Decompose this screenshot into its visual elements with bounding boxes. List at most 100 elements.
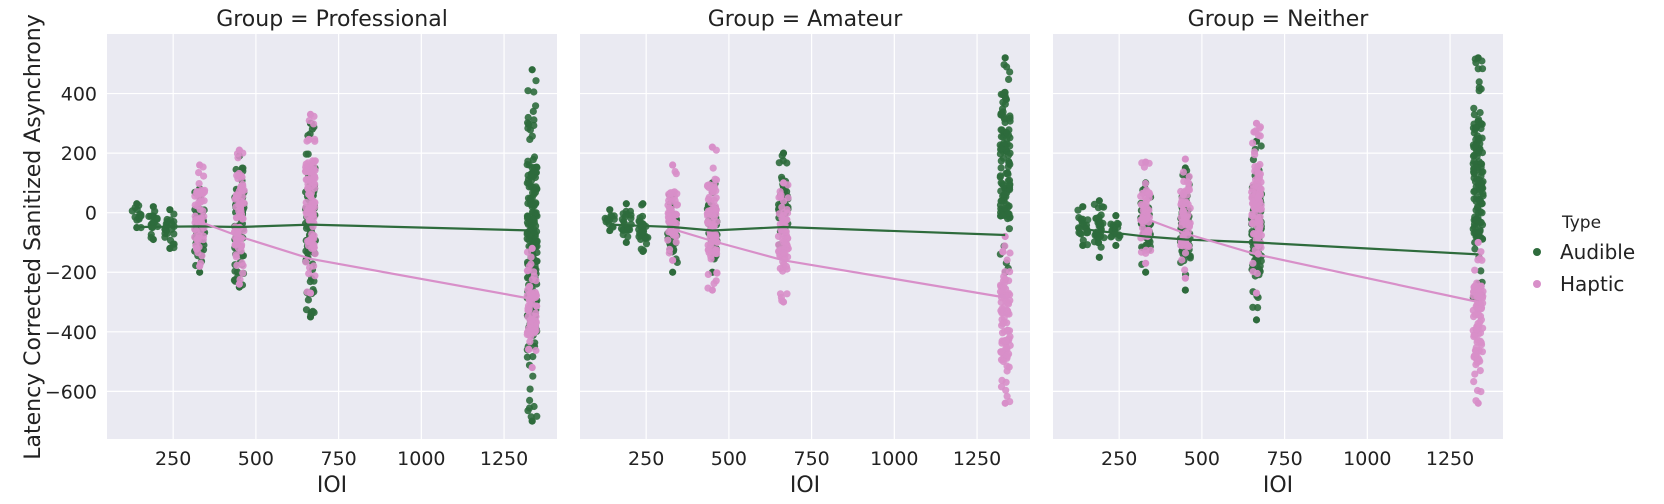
data-point-haptic: [304, 176, 312, 184]
series-haptic: [1137, 119, 1487, 407]
data-point-haptic: [200, 197, 208, 205]
data-point-audible: [530, 88, 538, 96]
data-point-audible: [304, 150, 312, 158]
x-tick-label: 1250: [953, 448, 1001, 470]
data-point-haptic: [1142, 259, 1150, 267]
data-point-audible: [1094, 239, 1103, 247]
data-point-haptic: [1478, 348, 1486, 356]
data-point-audible: [147, 212, 155, 220]
data-point-audible: [532, 102, 540, 110]
data-point-audible: [775, 159, 783, 167]
data-point-haptic: [1469, 292, 1477, 300]
data-point-haptic: [706, 232, 714, 240]
data-point-audible: [639, 247, 647, 255]
y-tick-label: −200: [45, 262, 97, 284]
data-point-audible: [1079, 241, 1087, 250]
data-point-haptic: [776, 188, 784, 196]
data-point-audible: [622, 200, 630, 208]
data-point-haptic: [704, 181, 712, 189]
data-point-haptic: [233, 171, 241, 179]
data-point-audible: [996, 173, 1004, 181]
data-point-haptic: [779, 179, 788, 187]
data-point-audible: [526, 385, 534, 393]
data-point-audible: [523, 212, 532, 220]
data-point-haptic: [1178, 218, 1186, 226]
data-point-audible: [1475, 115, 1483, 124]
y-axis-label: Latency Corrected Sanitized Asynchrony: [21, 14, 46, 460]
data-point-audible: [530, 167, 538, 175]
panel-title: Group = Professional: [216, 7, 448, 32]
data-point-haptic: [311, 198, 319, 207]
legend-title: Type: [1561, 213, 1601, 233]
x-tick-label: 500: [238, 448, 274, 470]
data-point-haptic: [305, 117, 313, 125]
data-point-haptic: [239, 215, 247, 223]
data-point-audible: [306, 278, 314, 286]
data-point-haptic: [671, 168, 679, 176]
data-point-audible: [1143, 241, 1151, 249]
data-point-haptic: [704, 270, 712, 278]
data-point-haptic: [239, 180, 247, 188]
x-tick-label: 250: [1101, 448, 1137, 470]
data-point-haptic: [1142, 246, 1150, 254]
data-point-haptic: [671, 196, 679, 205]
data-point-haptic: [234, 154, 242, 162]
data-point-audible: [996, 150, 1005, 158]
data-point-audible: [527, 173, 535, 181]
data-point-haptic: [1181, 266, 1189, 274]
data-point-audible: [529, 215, 538, 223]
data-point-haptic: [1145, 189, 1153, 197]
data-point-haptic: [232, 251, 240, 259]
data-point-haptic: [664, 201, 672, 209]
data-point-haptic: [997, 348, 1006, 356]
data-point-haptic: [302, 258, 310, 266]
data-point-audible: [1006, 186, 1014, 194]
legend-marker-audible: [1533, 248, 1541, 256]
data-point-audible: [1095, 213, 1103, 221]
data-point-audible: [1093, 232, 1101, 240]
x-tick-label: 1250: [480, 448, 528, 470]
data-point-haptic: [1254, 194, 1262, 202]
panel-title: Group = Amateur: [708, 7, 903, 32]
data-point-audible: [1094, 219, 1102, 227]
data-point-audible: [610, 212, 618, 220]
x-tick-label: 250: [155, 448, 191, 470]
data-point-audible: [783, 188, 791, 196]
data-point-haptic: [1248, 210, 1256, 218]
data-point-haptic: [1249, 220, 1257, 228]
data-point-haptic: [1144, 226, 1152, 234]
data-point-audible: [1470, 111, 1478, 119]
data-point-haptic: [1181, 249, 1190, 257]
data-point-audible: [302, 306, 311, 314]
data-point-haptic: [1253, 213, 1262, 221]
data-point-haptic: [1257, 185, 1265, 193]
data-point-audible: [639, 200, 647, 208]
data-point-haptic: [1183, 191, 1191, 199]
data-point-haptic: [525, 262, 533, 270]
data-point-haptic: [710, 185, 718, 193]
data-point-haptic: [311, 250, 319, 258]
data-point-haptic: [1004, 326, 1012, 334]
data-point-audible: [529, 353, 537, 361]
data-point-audible: [1470, 157, 1478, 165]
data-point-audible: [1005, 225, 1014, 233]
data-point-haptic: [192, 242, 200, 250]
data-point-audible: [998, 105, 1007, 113]
series-haptic: [664, 143, 1014, 407]
x-tick-label: 250: [628, 448, 664, 470]
data-point-audible: [622, 238, 630, 247]
data-point-audible: [1006, 160, 1014, 168]
plot-background: [1053, 34, 1503, 439]
data-point-audible: [528, 66, 536, 74]
data-point-audible: [997, 164, 1005, 172]
data-point-haptic: [1471, 266, 1479, 274]
data-point-audible: [530, 190, 538, 198]
data-point-audible: [196, 268, 204, 276]
plot-background: [580, 34, 1030, 439]
data-point-haptic: [708, 143, 716, 151]
data-point-haptic: [524, 313, 532, 321]
data-point-haptic: [712, 207, 720, 215]
data-point-haptic: [191, 201, 199, 209]
data-point-audible: [238, 164, 246, 172]
